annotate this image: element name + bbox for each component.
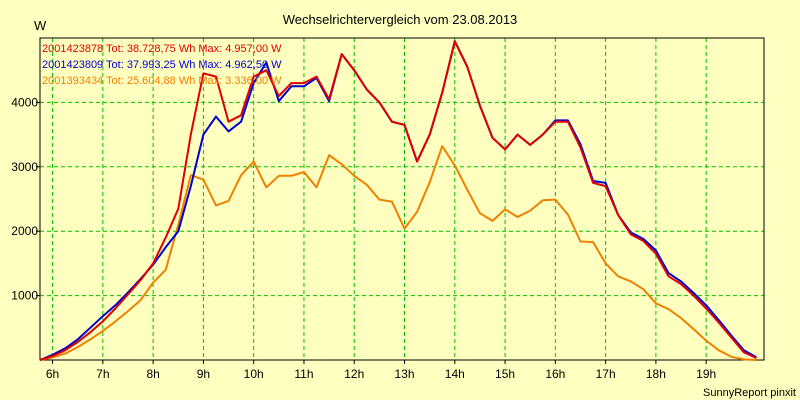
x-tick-label: 6h [46, 367, 59, 381]
legend: 2001423878 Tot: 38.728,75 Wh Max: 4.957,… [42, 43, 282, 87]
x-tick-label: 10h [244, 367, 264, 381]
x-tick-label: 12h [344, 367, 364, 381]
x-tick-label: 11h [294, 367, 313, 381]
y-tick-label: 3000 [11, 160, 38, 174]
y-tick-label: 4000 [11, 95, 38, 109]
x-tick-label: 8h [146, 367, 159, 381]
x-tick-label: 18h [646, 367, 666, 381]
x-tick-label: 17h [596, 367, 616, 381]
y-tick-label: 2000 [11, 224, 38, 238]
legend-entry-2001423878: 2001423878 Tot: 38.728,75 Wh Max: 4.957,… [42, 43, 282, 55]
chart-title: Wechselrichtervergleich vom 23.08.2013 [283, 12, 518, 27]
x-tick-label: 19h [696, 367, 716, 381]
y-unit-label: W [34, 18, 47, 33]
x-axis-ticks: 6h 7h 8h 9h 10h 11h 12h 13h 14h 15h 16h 17h 18h 19h [46, 360, 716, 381]
footer-credit: SunnyReport pinxit [703, 387, 796, 399]
x-tick-label: 15h [495, 367, 515, 381]
x-tick-label: 16h [545, 367, 565, 381]
y-tick-label: 1000 [11, 289, 38, 303]
legend-entry-2001393434: 2001393434 Tot: 25.604,88 Wh Max: 3.336,… [42, 75, 282, 87]
x-tick-label: 7h [96, 367, 109, 381]
legend-entry-2001423809: 2001423809 Tot: 37.993,25 Wh Max: 4.962,… [42, 59, 282, 71]
x-tick-label: 14h [445, 367, 465, 381]
y-axis-ticks: 1000 2000 3000 4000 [11, 95, 40, 302]
chart: Wechselrichtervergleich vom 23.08.2013 W… [0, 0, 800, 400]
x-tick-label: 9h [197, 367, 210, 381]
x-tick-label: 13h [394, 367, 414, 381]
